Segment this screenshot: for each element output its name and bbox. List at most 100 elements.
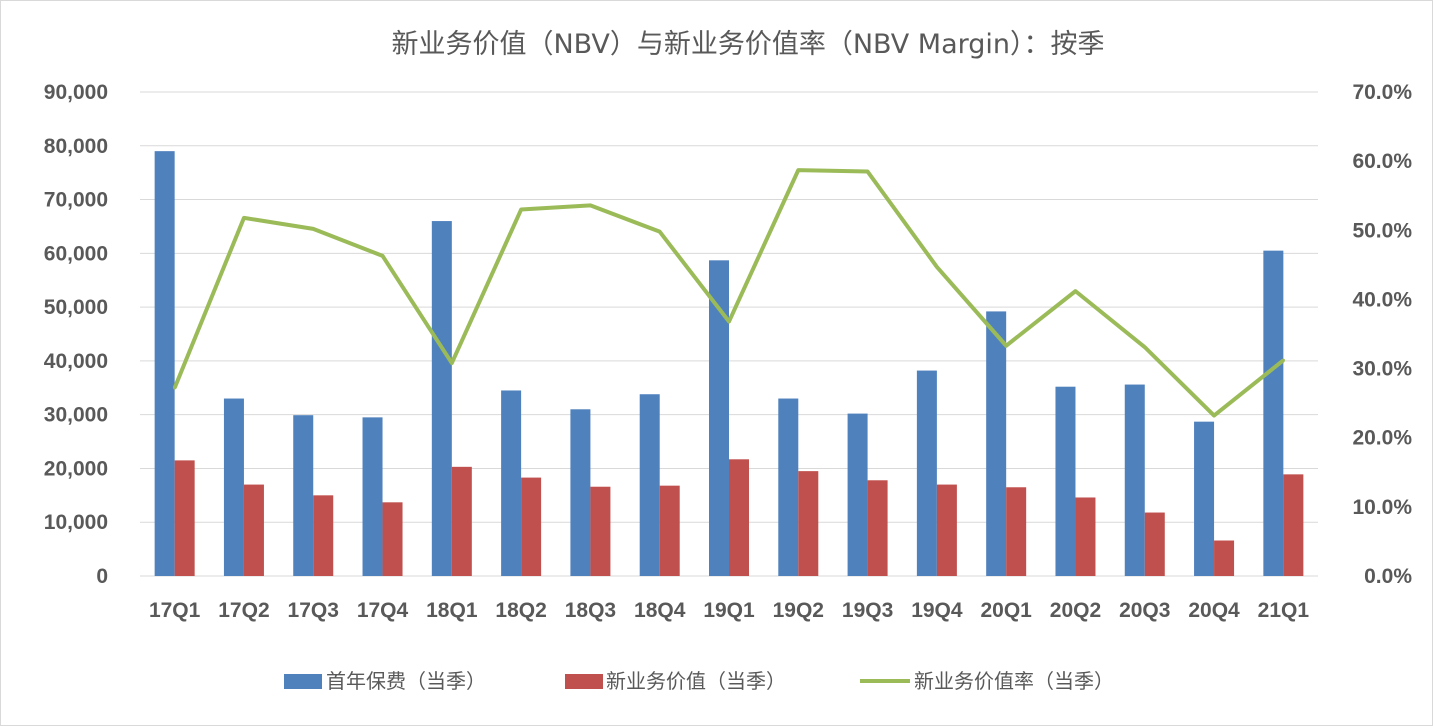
right-axis-tick-label: 20.0% xyxy=(1352,427,1412,450)
premium-bar xyxy=(847,413,868,576)
premium-bar xyxy=(639,394,660,576)
nbv-margin-point xyxy=(450,361,454,365)
nbv-bar xyxy=(1214,540,1235,576)
nbv-margin-point xyxy=(658,230,662,234)
category-label: 17Q2 xyxy=(218,599,269,622)
nbv-margin-point xyxy=(1281,358,1285,362)
legend-label: 新业务价值（当季） xyxy=(606,669,786,693)
nbv-bar xyxy=(729,459,749,576)
left-axis-tick-label: 80,000 xyxy=(44,135,108,158)
left-axis-tick-label: 60,000 xyxy=(44,242,108,265)
category-label: 19Q1 xyxy=(703,599,755,622)
nbv-bar xyxy=(313,495,334,576)
nbv-margin-point xyxy=(1212,413,1216,418)
left-axis-tick-label: 50,000 xyxy=(44,296,108,319)
gridlines xyxy=(140,91,1318,577)
nbv-bar xyxy=(1006,487,1027,576)
nbv-margin-point xyxy=(311,227,315,231)
nbv-margin-point xyxy=(1143,345,1147,349)
nbv-margin-point xyxy=(380,254,385,258)
category-label: 18Q4 xyxy=(634,599,686,622)
left-axis-tick-label: 20,000 xyxy=(44,457,108,480)
nbv-bar xyxy=(243,484,264,576)
premium-bar xyxy=(570,409,591,576)
nbv-margin-point xyxy=(935,265,939,269)
nbv-bar xyxy=(590,486,611,576)
nbv-bar xyxy=(798,471,819,576)
legend-swatch xyxy=(565,674,603,689)
nbv-margin-point xyxy=(242,216,246,220)
nbv-margin-point xyxy=(727,319,731,324)
right-axis-tick-label: 30.0% xyxy=(1352,358,1412,381)
category-label: 18Q3 xyxy=(565,599,616,622)
premium-bar xyxy=(223,398,244,576)
category-axis-labels: 17Q1 17Q2 17Q3 17Q4 18Q1 18Q2 18Q3 18Q4 19Q1 19Q2… xyxy=(149,599,1309,622)
nbv-margin-point xyxy=(519,207,523,212)
premium-bar xyxy=(431,221,452,577)
premium-bar xyxy=(1055,386,1076,576)
category-label: 19Q4 xyxy=(911,599,963,622)
right-axis-tick-label: 0.0% xyxy=(1364,565,1412,588)
line-series xyxy=(172,168,1285,418)
premium-bar xyxy=(362,417,383,576)
nbv-margin-point xyxy=(865,169,870,174)
chart-title: 新业务价值（NBV）与新业务价值率（NBV Margin）：按季 xyxy=(391,29,1104,60)
category-label: 17Q3 xyxy=(288,599,339,622)
nbv-bar xyxy=(867,480,888,576)
left-axis-tick-label: 0 xyxy=(96,565,108,588)
legend-label: 新业务价值率（当季） xyxy=(914,669,1114,693)
premium-bar xyxy=(1194,421,1215,576)
right-axis-tick-label: 50.0% xyxy=(1352,219,1412,242)
nbv-bar xyxy=(174,460,195,576)
nbv-margin-point xyxy=(1073,289,1078,293)
nbv-bar xyxy=(521,477,542,576)
category-label: 17Q1 xyxy=(149,599,201,622)
right-axis-tick-label: 70.0% xyxy=(1352,81,1412,104)
premium-bar xyxy=(916,370,937,576)
nbv-margin-point xyxy=(796,168,800,172)
nbv-bar xyxy=(1144,512,1165,576)
premium-bar xyxy=(709,260,729,576)
nbv-margin-point xyxy=(173,386,177,390)
premium-bar xyxy=(154,151,175,576)
nbv-bar xyxy=(451,466,472,576)
left-axis-tick-label: 10,000 xyxy=(44,511,108,534)
right-axis-tick-label: 40.0% xyxy=(1352,288,1412,311)
category-label: 18Q1 xyxy=(426,599,478,622)
left-axis-tick-label: 40,000 xyxy=(44,350,108,373)
category-label: 20Q1 xyxy=(980,599,1032,622)
category-label: 18Q2 xyxy=(495,599,546,622)
legend-label: 首年保费（当季） xyxy=(326,669,486,693)
category-label: 17Q4 xyxy=(357,599,409,622)
nbv-bar xyxy=(1283,474,1304,576)
legend: 首年保费（当季） 新业务价值（当季） 新业务价值率（当季） xyxy=(284,669,1114,693)
premium-bar xyxy=(293,415,314,576)
left-axis-tick-label: 30,000 xyxy=(44,404,108,427)
right-axis-ticks: 0.0% 10.0% 20.0% 30.0% 40.0% 50.0% 60.0% 70.0% xyxy=(1352,81,1412,588)
category-label: 20Q4 xyxy=(1188,599,1240,622)
category-label: 20Q2 xyxy=(1050,599,1101,622)
nbv-bar xyxy=(936,484,957,576)
category-label: 19Q2 xyxy=(773,599,824,622)
nbv-bar xyxy=(659,485,680,576)
category-label: 21Q1 xyxy=(1258,599,1310,622)
premium-bar xyxy=(1263,250,1284,576)
premium-bar xyxy=(1124,384,1145,576)
premium-bar xyxy=(986,311,1007,576)
right-axis-tick-label: 10.0% xyxy=(1352,496,1412,519)
left-axis-ticks: 0 10,000 20,000 30,000 40,000 50,000 60,000 70,… xyxy=(44,81,108,588)
premium-bar xyxy=(501,390,522,576)
premium-bar xyxy=(778,398,799,576)
right-axis-tick-label: 60.0% xyxy=(1352,150,1412,173)
nbv-bar xyxy=(1075,497,1096,576)
category-label: 20Q3 xyxy=(1119,599,1170,622)
left-axis-tick-label: 90,000 xyxy=(44,81,108,104)
bar-series xyxy=(154,151,1304,577)
nbv-margin-point xyxy=(1004,344,1008,348)
category-label: 19Q3 xyxy=(842,599,893,622)
legend-swatch xyxy=(284,674,322,689)
left-axis-tick-label: 70,000 xyxy=(44,189,108,212)
nbv-bar xyxy=(382,502,403,576)
nbv-margin-point xyxy=(588,203,593,207)
